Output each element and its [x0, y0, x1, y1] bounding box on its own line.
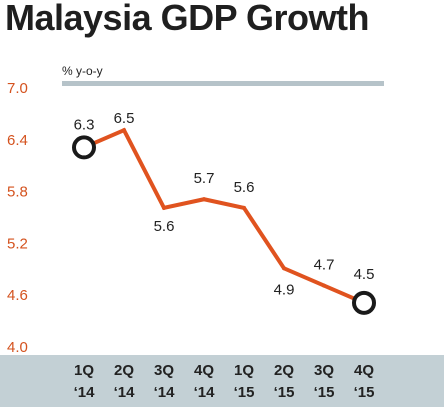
data-point	[122, 128, 126, 133]
chart-title: Malaysia GDP Growth	[5, 0, 369, 38]
data-label: 6.5	[114, 110, 135, 127]
x-tick-label: 4Q	[354, 362, 374, 379]
data-point	[162, 205, 166, 210]
x-tick-label: ‘14	[114, 384, 136, 401]
y-tick-label: 5.8	[7, 184, 28, 201]
x-tick-label: 3Q	[314, 362, 334, 379]
data-point	[282, 266, 286, 271]
x-tick-label: 2Q	[114, 362, 134, 379]
data-label: 5.6	[234, 179, 255, 196]
x-tick-label: ‘15	[314, 384, 335, 401]
x-tick-label: ‘14	[74, 384, 96, 401]
highlight-point	[352, 290, 376, 315]
x-tick-label: ‘15	[354, 384, 375, 401]
x-tick-label: ‘15	[274, 384, 295, 401]
data-label: 4.7	[314, 257, 335, 274]
unit-label: % y-o-y	[62, 64, 103, 78]
x-tick-label: ‘15	[234, 384, 255, 401]
x-tick-label: 2Q	[274, 362, 294, 379]
data-label: 6.3	[74, 116, 95, 133]
x-tick-label: 1Q	[74, 362, 94, 379]
y-tick-label: 6.4	[7, 132, 28, 149]
data-label: 4.5	[354, 266, 375, 283]
top-rule	[62, 81, 384, 86]
x-tick-label: 1Q	[234, 362, 254, 379]
data-label: 5.7	[194, 170, 215, 187]
y-tick-label: 4.0	[7, 339, 28, 356]
data-point	[202, 197, 206, 202]
y-tick-label: 7.0	[7, 80, 28, 97]
data-label: 4.9	[274, 281, 295, 298]
data-label: 5.6	[154, 218, 175, 235]
x-tick-label: 4Q	[194, 362, 214, 379]
x-tick-label: ‘14	[194, 384, 216, 401]
x-tick-label: ‘14	[154, 384, 176, 401]
y-tick-label: 4.6	[7, 287, 28, 304]
y-tick-label: 5.2	[7, 235, 28, 252]
x-axis-band	[0, 355, 444, 407]
series-line	[83, 127, 365, 305]
highlight-point	[72, 135, 96, 160]
data-point	[242, 205, 246, 210]
x-tick-label: 3Q	[154, 362, 174, 379]
data-point	[322, 283, 326, 288]
